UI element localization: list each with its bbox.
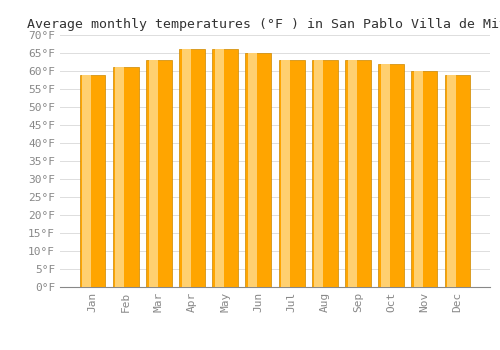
Bar [82, 75, 91, 287]
Bar [345, 60, 371, 287]
Bar [412, 71, 438, 287]
Bar [444, 75, 470, 287]
Bar [312, 60, 338, 287]
Bar [447, 75, 456, 287]
Bar [281, 60, 290, 287]
Title: Average monthly temperatures (°F ) in San Pablo Villa de Mitla: Average monthly temperatures (°F ) in Sa… [27, 18, 500, 31]
Bar [248, 53, 257, 287]
Bar [215, 49, 224, 287]
Bar [381, 64, 390, 287]
Bar [278, 60, 304, 287]
Bar [112, 68, 138, 287]
Bar [148, 60, 158, 287]
Bar [146, 60, 172, 287]
Bar [414, 71, 423, 287]
Bar [80, 75, 106, 287]
Bar [116, 68, 124, 287]
Bar [246, 53, 272, 287]
Bar [348, 60, 356, 287]
Bar [182, 49, 190, 287]
Bar [314, 60, 324, 287]
Bar [212, 49, 238, 287]
Bar [378, 64, 404, 287]
Bar [179, 49, 205, 287]
